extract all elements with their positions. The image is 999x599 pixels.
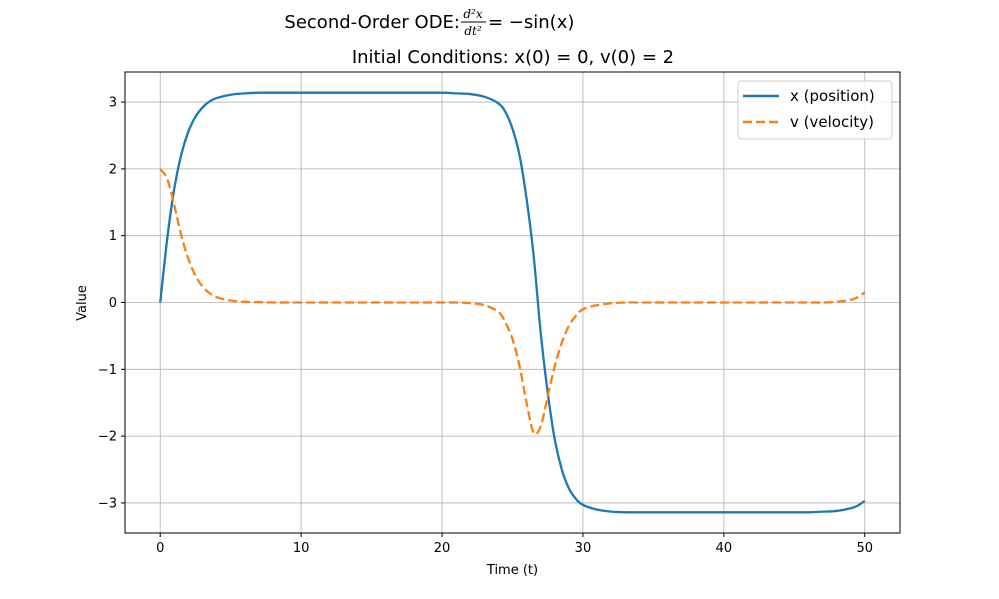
y-tick-label-1: −2 [98, 430, 117, 445]
y-tick-label-3: 0 [109, 296, 117, 311]
title-frac-denominator: dt² [464, 24, 482, 38]
series-line-position [159, 91, 866, 514]
y-axis-ticks: −3 −2 −1 0 1 2 3 [98, 96, 125, 511]
x-axis-label: Time (t) [486, 563, 538, 578]
legend-label-velocity: v (velocity) [790, 113, 874, 131]
title-line2: Initial Conditions: x(0) = 0, v(0) = 2 [352, 47, 674, 68]
title-line1-prefix: Second-Order ODE: [284, 12, 460, 33]
series-layer [159, 91, 866, 514]
y-tick-label-4: 1 [109, 229, 117, 244]
title-line1-suffix: = −sin(x) [488, 12, 574, 33]
x-tick-label-5: 50 [856, 541, 873, 556]
chart-title: Second-Order ODE: d²x dt² = −sin(x) Init… [284, 7, 674, 68]
x-tick-label-0: 0 [156, 541, 164, 556]
y-tick-label-6: 3 [109, 96, 117, 111]
x-tick-label-1: 10 [293, 541, 310, 556]
legend-label-position: x (position) [790, 87, 875, 105]
y-axis-label: Value [75, 285, 90, 321]
y-tick-label-0: −3 [98, 496, 117, 511]
title-frac-numerator: d²x [463, 7, 482, 21]
plot-area: 0 10 20 30 40 50 −3 −2 −1 0 1 2 3 [98, 71, 901, 556]
legend: x (position) v (velocity) [737, 80, 893, 140]
x-tick-label-3: 30 [575, 541, 592, 556]
y-tick-label-5: 2 [109, 162, 117, 177]
x-axis-ticks: 0 10 20 30 40 50 [156, 533, 873, 556]
x-tick-label-2: 20 [434, 541, 451, 556]
x-tick-label-4: 40 [716, 541, 733, 556]
series-line-velocity [159, 168, 866, 436]
y-tick-label-2: −1 [98, 363, 117, 378]
